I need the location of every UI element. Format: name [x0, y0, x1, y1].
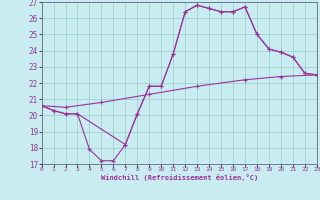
X-axis label: Windchill (Refroidissement éolien,°C): Windchill (Refroidissement éolien,°C) [100, 174, 258, 181]
